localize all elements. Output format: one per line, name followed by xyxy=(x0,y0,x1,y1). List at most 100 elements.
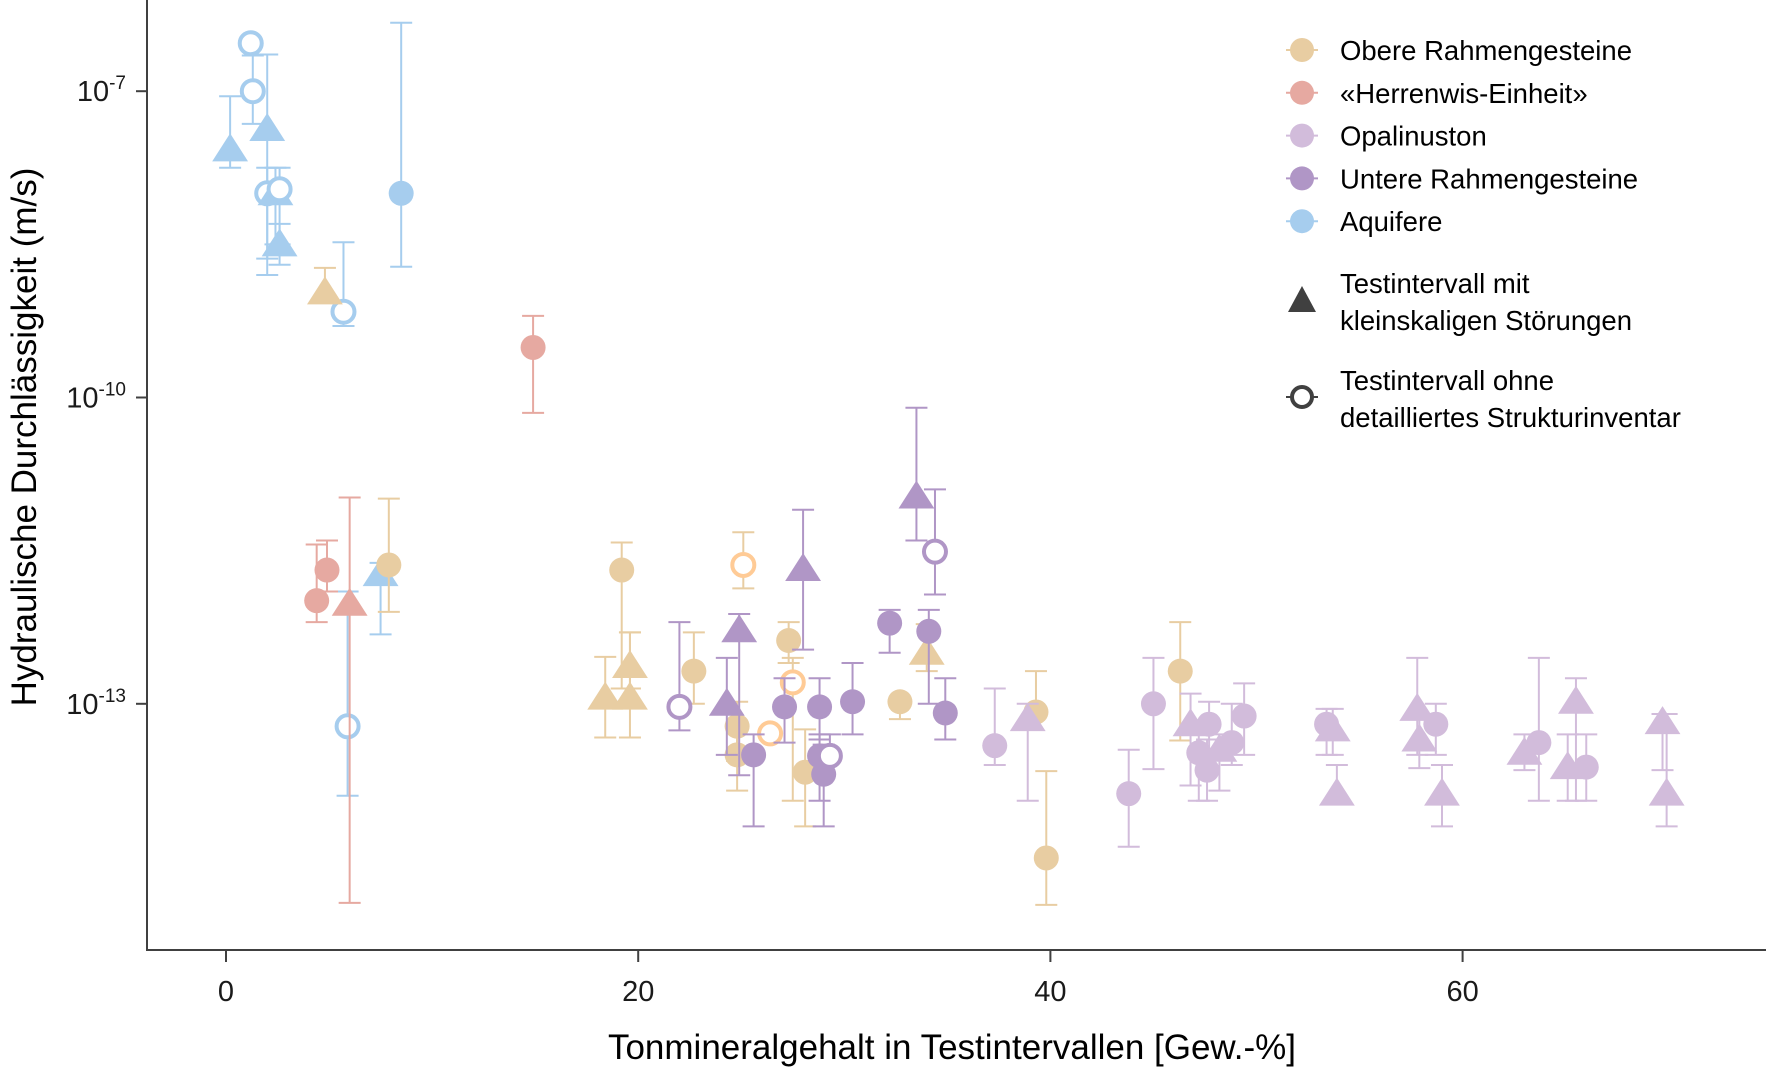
data-point xyxy=(1424,764,1460,828)
data-point xyxy=(741,733,767,828)
marker-circle xyxy=(772,694,798,720)
series-aquifere xyxy=(212,21,414,797)
series-obere xyxy=(307,266,1193,906)
data-point xyxy=(1573,733,1599,802)
marker-open-circle xyxy=(239,78,266,105)
legend-label: Aquifere xyxy=(1340,206,1442,237)
legend-item-obere: Obere Rahmengesteine xyxy=(1286,35,1632,66)
marker-triangle xyxy=(612,650,648,679)
marker-circle xyxy=(376,552,402,578)
marker-triangle xyxy=(1558,685,1594,714)
legend-label: Testintervall mit xyxy=(1340,268,1530,299)
y-axis-title: Hydraulische Durchlässigkeit (m/s) xyxy=(5,168,44,707)
x-ticks: 0 20 40 60 xyxy=(218,950,1479,1008)
marker-triangle xyxy=(1009,703,1046,732)
legend-key-circle xyxy=(1290,38,1314,62)
x-tick-label: 20 xyxy=(622,976,654,1008)
marker-circle xyxy=(520,334,546,360)
marker-circle xyxy=(304,588,330,614)
legend-key-circle xyxy=(1290,209,1314,234)
marker-circle xyxy=(807,694,833,720)
y-ticks: 10-7 10-10 10-13 xyxy=(66,73,147,721)
marker-triangle xyxy=(1506,736,1543,765)
legend-item-open-circle: Testintervall ohne detailliertes Struktur… xyxy=(1286,365,1681,433)
marker-triangle xyxy=(587,681,624,710)
x-tick-label: 0 xyxy=(218,976,234,1008)
legend-label: detailliertes Strukturinventar xyxy=(1340,402,1681,433)
data-point xyxy=(772,677,798,744)
data-point xyxy=(840,661,866,736)
data-point xyxy=(877,608,903,654)
data-point xyxy=(666,621,693,732)
marker-circle xyxy=(1231,703,1257,729)
x-axis-title: Tonmineralgehalt in Testintervallen [Gew… xyxy=(608,1028,1296,1067)
marker-circle xyxy=(1033,845,1059,871)
legend-item-opalinus: Opalinuston xyxy=(1286,121,1487,152)
data-point xyxy=(1140,656,1166,771)
data-point xyxy=(376,497,402,613)
legend-item-herrenwis: «Herrenwis-Einheit» xyxy=(1286,78,1588,109)
data-point xyxy=(330,241,357,328)
legend-item-triangle: Testintervall mit kleinskaligen Störungen xyxy=(1288,268,1632,336)
marker-triangle xyxy=(785,553,821,582)
data-point xyxy=(916,608,942,705)
marker-circle xyxy=(1140,691,1166,717)
data-point xyxy=(1318,764,1355,806)
marker-circle xyxy=(741,742,767,768)
marker-open-circle xyxy=(730,551,757,578)
data-point xyxy=(314,539,340,593)
marker-triangle xyxy=(1318,777,1355,806)
marker-circle xyxy=(388,180,414,206)
data-point xyxy=(212,95,249,169)
legend-key-circle xyxy=(1290,166,1314,191)
data-point xyxy=(1644,706,1681,772)
legend-key-circle xyxy=(1290,123,1314,148)
data-point xyxy=(708,656,745,756)
open-circle-icon xyxy=(1290,385,1314,409)
data-point xyxy=(388,21,414,268)
data-point xyxy=(612,631,648,690)
marker-open-circle xyxy=(330,298,357,325)
data-point xyxy=(1167,621,1193,742)
data-point xyxy=(261,222,298,266)
legend-item-untere: Untere Rahmengesteine xyxy=(1286,163,1638,194)
marker-circle xyxy=(776,627,802,653)
legend-label: Testintervall ohne xyxy=(1340,365,1554,396)
marker-circle xyxy=(1167,658,1193,684)
y-tick-label: 10-10 xyxy=(66,380,126,415)
data-point xyxy=(1423,702,1449,756)
legend-label: «Herrenwis-Einheit» xyxy=(1340,78,1588,109)
triangle-icon xyxy=(1288,286,1316,312)
marker-open-circle xyxy=(266,176,293,203)
data-point xyxy=(1231,682,1257,756)
data-point xyxy=(816,733,843,769)
data-point xyxy=(982,687,1008,767)
data-point xyxy=(757,720,784,747)
marker-circle xyxy=(314,557,340,583)
data-point xyxy=(237,30,264,57)
data-point xyxy=(1219,702,1245,767)
marker-triangle xyxy=(1424,777,1460,806)
marker-triangle xyxy=(212,133,249,162)
marker-circle xyxy=(887,689,913,715)
data-point xyxy=(1401,713,1438,770)
marker-circle xyxy=(1116,781,1142,807)
legend: Obere Rahmengesteine «Herrenwis-Einheit» O… xyxy=(1286,35,1681,433)
legend-label: Obere Rahmengesteine xyxy=(1340,35,1632,66)
data-point xyxy=(304,543,330,624)
series-opalinus xyxy=(982,656,1685,848)
legend-key-circle xyxy=(1290,80,1314,105)
data-point xyxy=(520,314,546,414)
data-point xyxy=(1558,677,1594,802)
data-point xyxy=(730,531,757,590)
legend-label: Untere Rahmengesteine xyxy=(1340,163,1638,194)
marker-triangle xyxy=(1644,706,1681,735)
data-point xyxy=(1116,748,1142,848)
x-tick-label: 40 xyxy=(1034,976,1066,1008)
marker-circle xyxy=(1573,754,1599,780)
marker-open-circle xyxy=(666,693,693,720)
marker-circle xyxy=(1196,711,1222,737)
data-point xyxy=(1314,707,1351,756)
data-point xyxy=(932,677,958,741)
